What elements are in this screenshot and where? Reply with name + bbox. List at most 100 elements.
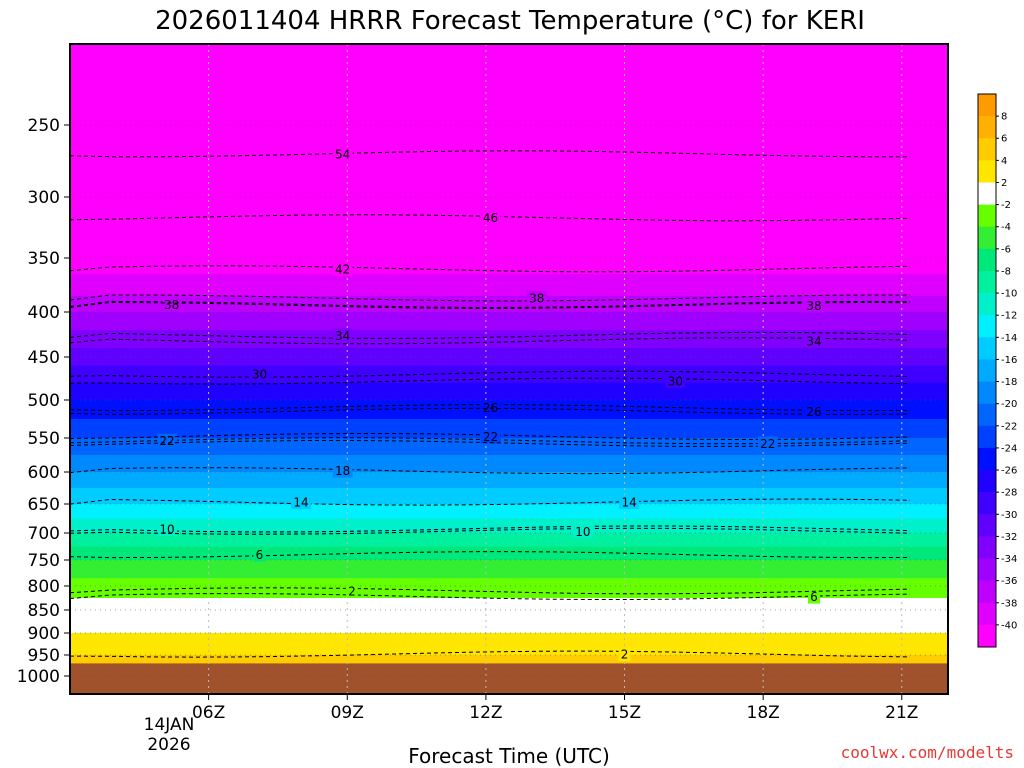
contour-label-bg (665, 374, 686, 389)
colorbar-swatch (978, 293, 996, 316)
temperature-band (70, 343, 948, 349)
y-tick-label: 950 (28, 646, 60, 666)
contour-label: 34 (806, 334, 821, 348)
temperature-band (70, 330, 948, 336)
temperature-band (70, 419, 948, 424)
contour-label-bg (161, 297, 182, 312)
time-axis: 06Z 09Z 12Z 15Z 18Z 21Z (192, 694, 918, 723)
temperature-band (70, 509, 948, 514)
colorbar-label: -16 (1001, 355, 1017, 366)
contour-label: 6 (810, 590, 818, 604)
temperature-band (70, 578, 948, 582)
contour-label-bg (332, 146, 353, 161)
temperature-band (70, 580, 948, 584)
pressure-axis: 250 300 350 400 450 500 550 600 650 700 750 800 850 9… (17, 116, 70, 687)
temperature-band (70, 430, 948, 435)
temperature-band (70, 161, 948, 169)
temperature-band (70, 422, 948, 428)
temperature-band (70, 481, 948, 486)
colorbar-label: 2 (1001, 178, 1007, 189)
temperature-band (70, 268, 948, 275)
temperature-band (70, 600, 948, 604)
temperature-band (70, 60, 948, 69)
colorbar-swatch (978, 315, 996, 338)
temperature-band (70, 500, 948, 505)
temperature-band (70, 602, 948, 606)
colorbar-label: -40 (1001, 620, 1017, 631)
y-tick-label: 750 (28, 551, 60, 571)
contour-label-bg (807, 589, 820, 604)
contour-label: 6 (256, 548, 264, 562)
temperature-band (70, 657, 948, 660)
colorbar-label: -30 (1001, 510, 1017, 521)
temperature-band (70, 203, 948, 210)
temperature-band (70, 549, 948, 553)
temperature-band (70, 100, 948, 110)
temperature-band (70, 619, 948, 623)
contour-label: 22 (483, 430, 498, 444)
contour-line (69, 294, 910, 302)
contour-label-bg (803, 298, 824, 313)
colorbar-swatch (978, 470, 996, 493)
contour-label-bg (803, 333, 824, 348)
temperature-band (70, 570, 948, 574)
colorbar-label: -8 (1001, 266, 1011, 277)
temperature-band (70, 391, 948, 397)
y-tick-label: 800 (28, 577, 60, 597)
temperature-band (70, 504, 948, 508)
x-tick-label: 18Z (747, 703, 780, 723)
x-tick-label: 12Z (469, 703, 502, 723)
temperature-band (70, 245, 948, 253)
colorbar-label: -26 (1001, 466, 1017, 477)
colorbar-swatch (978, 492, 996, 515)
temperature-band (70, 614, 948, 618)
contour-label: 18 (335, 464, 350, 478)
temperature-band (70, 551, 948, 556)
contour-label: 30 (668, 375, 683, 389)
x-tick-label: 06Z (192, 703, 225, 723)
temperature-band (70, 524, 948, 528)
x-tick-label: 21Z (885, 703, 918, 723)
colorbar-label: 4 (1001, 156, 1007, 167)
temperature-band (70, 84, 948, 94)
temperature-band (70, 465, 948, 470)
x-tick-label: 15Z (608, 703, 641, 723)
temperature-band (70, 334, 948, 340)
contour-label: 38 (806, 299, 821, 313)
temperature-band (70, 562, 948, 566)
temperature-band (70, 512, 948, 517)
temperature-band (70, 415, 948, 420)
y-tick-label: 450 (28, 348, 60, 368)
temperature-band (70, 554, 948, 558)
temperature-band (70, 279, 948, 286)
contour-line (69, 650, 911, 658)
temperature-band (70, 441, 948, 446)
temperature-band (70, 530, 948, 534)
temperature-band (70, 153, 948, 162)
contour-line (69, 467, 911, 475)
contour-label: 30 (252, 368, 267, 382)
temperature-band (70, 182, 948, 191)
contour-label-bg (803, 404, 824, 419)
colorbar-swatch (978, 536, 996, 559)
temperature-band (70, 400, 948, 405)
temperature-band (70, 652, 948, 656)
contour-label-bg (757, 436, 778, 451)
temperature-band (70, 468, 948, 473)
temperature-band (70, 583, 948, 587)
temperature-band (70, 258, 948, 264)
temperature-band (70, 616, 948, 620)
ground-below-surface (70, 663, 948, 694)
plot-frame (69, 43, 949, 695)
temperature-band (70, 560, 948, 564)
contour-label-bg (332, 261, 353, 276)
colorbar-label: -34 (1001, 554, 1017, 565)
temperature-band (70, 610, 948, 613)
temperature-band (70, 621, 948, 625)
contour-line (69, 265, 911, 273)
temperature-band (70, 478, 948, 483)
temperature-band (70, 108, 948, 118)
temperature-band (70, 475, 948, 479)
